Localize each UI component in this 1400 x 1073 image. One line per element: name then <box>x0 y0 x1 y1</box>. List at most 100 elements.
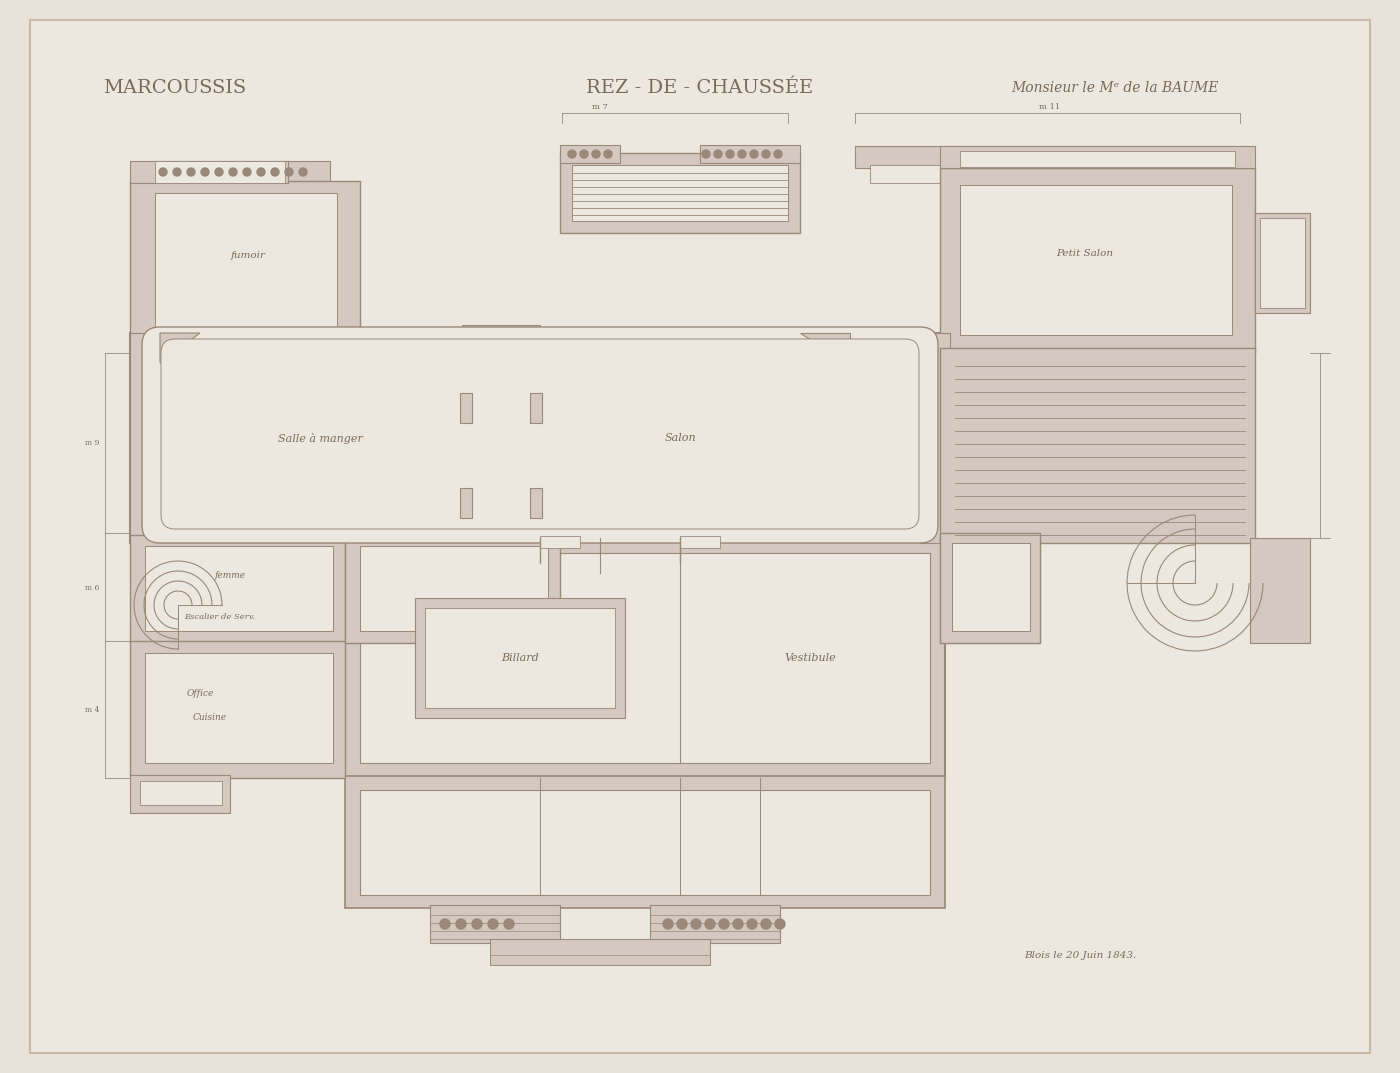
Circle shape <box>592 150 601 158</box>
Bar <box>939 146 1254 168</box>
Circle shape <box>750 150 757 158</box>
Text: Cuisine: Cuisine <box>193 714 227 722</box>
FancyBboxPatch shape <box>161 339 918 529</box>
Bar <box>146 546 333 631</box>
Circle shape <box>734 918 743 929</box>
Circle shape <box>776 918 785 929</box>
Bar <box>430 905 560 943</box>
Bar <box>461 488 472 518</box>
Bar <box>155 161 286 183</box>
Text: REZ - DE - CHAUSSÉE: REZ - DE - CHAUSSÉE <box>587 79 813 97</box>
Bar <box>130 641 344 778</box>
Bar <box>130 349 160 367</box>
Text: Salon: Salon <box>664 433 696 443</box>
Bar <box>360 790 930 895</box>
Bar <box>462 325 540 353</box>
Text: Office: Office <box>186 689 214 697</box>
Circle shape <box>160 168 167 176</box>
Circle shape <box>748 918 757 929</box>
Bar <box>461 393 472 423</box>
Circle shape <box>230 168 237 176</box>
Bar <box>531 393 542 423</box>
Bar <box>490 939 710 965</box>
Circle shape <box>258 168 265 176</box>
Bar <box>155 193 337 333</box>
Text: Billard: Billard <box>501 653 539 663</box>
Circle shape <box>272 168 279 176</box>
Bar <box>1250 538 1310 643</box>
Circle shape <box>580 150 588 158</box>
Circle shape <box>664 918 673 929</box>
Bar <box>360 546 547 631</box>
Bar <box>130 333 160 543</box>
Polygon shape <box>160 333 200 363</box>
Circle shape <box>300 168 307 176</box>
Bar <box>140 781 223 805</box>
Bar <box>920 333 951 543</box>
Text: m 9: m 9 <box>85 439 99 447</box>
Circle shape <box>762 150 770 158</box>
Bar <box>960 151 1235 167</box>
Bar <box>650 905 780 943</box>
Bar <box>939 168 1254 353</box>
Text: Monsieur le Mᵉ de la BAUME: Monsieur le Mᵉ de la BAUME <box>1011 80 1218 95</box>
Circle shape <box>603 150 612 158</box>
Text: m 7: m 7 <box>592 103 608 111</box>
Bar <box>700 145 799 163</box>
Bar <box>1254 214 1310 313</box>
Circle shape <box>202 168 209 176</box>
Bar <box>939 538 1040 643</box>
Circle shape <box>440 918 449 929</box>
Text: MARCOUSSIS: MARCOUSSIS <box>104 79 246 97</box>
Circle shape <box>504 918 514 929</box>
Circle shape <box>286 168 293 176</box>
Bar <box>869 165 1240 183</box>
Bar <box>344 776 945 908</box>
Text: Salle à manger: Salle à manger <box>277 432 363 443</box>
Bar <box>531 488 542 518</box>
Text: m 4: m 4 <box>85 706 99 714</box>
Bar <box>960 185 1232 335</box>
Bar <box>855 146 1245 168</box>
Circle shape <box>706 918 715 929</box>
Bar <box>540 536 580 548</box>
Bar <box>344 538 945 778</box>
Bar <box>939 533 1040 643</box>
Text: Petit Salon: Petit Salon <box>1057 249 1113 258</box>
Bar <box>130 368 148 388</box>
Circle shape <box>456 918 466 929</box>
Bar <box>426 608 615 708</box>
Bar <box>146 653 333 763</box>
Bar <box>560 153 799 233</box>
Bar <box>560 145 620 163</box>
Polygon shape <box>799 333 850 363</box>
Circle shape <box>774 150 783 158</box>
Circle shape <box>568 150 575 158</box>
Text: fumoir: fumoir <box>231 250 266 260</box>
Circle shape <box>174 168 181 176</box>
Bar <box>130 333 951 543</box>
Circle shape <box>244 168 251 176</box>
Bar <box>414 598 624 718</box>
Text: m 11: m 11 <box>1039 103 1061 111</box>
Circle shape <box>727 150 734 158</box>
Text: m 6: m 6 <box>85 584 99 592</box>
Bar <box>130 161 288 183</box>
Bar <box>939 348 1254 543</box>
Bar <box>952 545 1030 633</box>
Text: femme: femme <box>214 571 245 579</box>
Bar <box>468 330 533 349</box>
Bar <box>130 775 230 813</box>
Circle shape <box>701 150 710 158</box>
Bar <box>680 536 720 548</box>
Circle shape <box>188 168 195 176</box>
Text: Blois le 20 Juin 1843.: Blois le 20 Juin 1843. <box>1023 951 1137 959</box>
Bar <box>130 181 360 353</box>
Circle shape <box>472 918 482 929</box>
Circle shape <box>692 918 701 929</box>
FancyBboxPatch shape <box>141 327 938 543</box>
Circle shape <box>762 918 771 929</box>
Bar <box>344 533 560 643</box>
Circle shape <box>678 918 687 929</box>
Circle shape <box>720 918 729 929</box>
